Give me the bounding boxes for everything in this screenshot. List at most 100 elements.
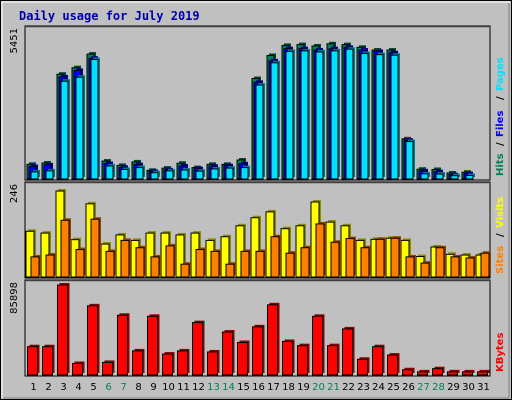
bar-pages-day-23 xyxy=(360,53,369,180)
x-tick-day-5: 5 xyxy=(90,382,96,393)
panels: 5451 Hits / Files / Pages 246 Sites / Visits 85898… xyxy=(9,25,506,377)
right-label-pages: Pages xyxy=(495,57,506,91)
bar-sites-day-10 xyxy=(165,245,175,278)
bar-pages-day-17 xyxy=(270,62,279,180)
x-tick-day-18: 18 xyxy=(282,382,295,393)
bar-pages-day-3 xyxy=(60,80,69,180)
right-label-separator: / xyxy=(495,142,506,146)
bar-kbytes-day-7 xyxy=(117,314,128,376)
bar-sites-day-14 xyxy=(225,263,235,278)
bar-kbytes-day-26 xyxy=(402,369,413,376)
bar-kbytes-day-19 xyxy=(297,345,308,376)
series-kbytes xyxy=(27,283,490,376)
x-tick-day-1: 1 xyxy=(30,382,36,393)
x-tick-day-11: 11 xyxy=(177,382,190,393)
bar-kbytes-day-29 xyxy=(447,371,458,376)
bar-kbytes-day-25 xyxy=(387,354,398,376)
bar-sites-day-9 xyxy=(150,256,160,278)
bar-sites-day-8 xyxy=(135,247,145,278)
bar-pages-day-22 xyxy=(345,48,354,180)
x-tick-day-9: 9 xyxy=(150,382,156,393)
bar-kbytes-day-4 xyxy=(72,362,83,376)
bar-pages-day-4 xyxy=(75,76,84,180)
bar-sites-day-19 xyxy=(300,247,310,278)
x-tick-day-4: 4 xyxy=(75,382,81,393)
bar-sites-day-28 xyxy=(435,247,445,278)
bar-pages-day-7 xyxy=(120,168,129,180)
x-tick-day-2: 2 xyxy=(45,382,51,393)
bar-sites-day-29 xyxy=(450,256,460,278)
bar-sites-day-27 xyxy=(420,262,430,278)
bar-sites-day-18 xyxy=(285,252,295,278)
x-tick-day-23: 23 xyxy=(357,382,370,393)
x-tick-day-3: 3 xyxy=(60,382,66,393)
bar-visits-day-1 xyxy=(25,230,35,278)
bar-kbytes-day-28 xyxy=(432,368,443,376)
x-tick-day-8: 8 xyxy=(135,382,141,393)
bar-pages-day-2 xyxy=(45,170,54,180)
series-sites xyxy=(30,217,491,278)
bar-pages-day-20 xyxy=(315,51,324,180)
y-max-label: 5451 xyxy=(9,28,20,53)
x-tick-day-25: 25 xyxy=(387,382,400,393)
bar-sites-day-11 xyxy=(180,263,190,278)
bar-pages-day-18 xyxy=(285,50,294,180)
bar-kbytes-day-11 xyxy=(177,350,188,376)
bar-kbytes-day-13 xyxy=(207,351,218,376)
bar-pages-day-21 xyxy=(330,50,339,180)
x-tick-day-12: 12 xyxy=(192,382,205,393)
bar-pages-day-10 xyxy=(165,170,174,180)
bar-sites-day-17 xyxy=(270,236,280,278)
x-tick-day-26: 26 xyxy=(402,382,415,393)
x-tick-day-17: 17 xyxy=(267,382,280,393)
bar-sites-day-24 xyxy=(375,238,385,278)
series-pages xyxy=(30,47,475,180)
bar-kbytes-day-5 xyxy=(87,305,98,376)
x-tick-day-13: 13 xyxy=(207,382,220,393)
bar-pages-day-19 xyxy=(300,50,309,180)
bar-sites-day-6 xyxy=(105,250,115,278)
bar-kbytes-day-2 xyxy=(42,346,53,376)
x-tick-day-29: 29 xyxy=(447,382,460,393)
x-tick-day-20: 20 xyxy=(312,382,325,393)
bar-pages-day-11 xyxy=(180,169,189,180)
bar-kbytes-day-23 xyxy=(357,358,368,376)
bar-pages-day-15 xyxy=(240,167,249,180)
bar-kbytes-day-1 xyxy=(27,346,38,376)
bar-kbytes-day-27 xyxy=(417,371,428,376)
bar-sites-day-26 xyxy=(405,256,415,278)
bar-kbytes-day-3 xyxy=(57,284,68,376)
bar-pages-day-12 xyxy=(195,170,204,180)
bar-pages-day-9 xyxy=(150,172,159,180)
bar-sites-day-12 xyxy=(195,249,205,278)
bar-kbytes-day-15 xyxy=(237,342,248,376)
bar-sites-day-15 xyxy=(240,250,250,278)
y-max-label: 246 xyxy=(9,184,20,203)
bar-sites-day-23 xyxy=(360,247,370,278)
bar-sites-day-16 xyxy=(255,250,265,278)
x-tick-day-14: 14 xyxy=(222,382,235,393)
bar-sites-day-21 xyxy=(330,241,340,278)
x-tick-day-15: 15 xyxy=(237,382,250,393)
bar-kbytes-day-17 xyxy=(267,304,278,376)
x-tick-day-6: 6 xyxy=(105,382,111,393)
right-label-separator: / xyxy=(495,96,506,100)
chart-title: Daily usage for July 2019 xyxy=(19,9,200,23)
x-tick-day-16: 16 xyxy=(252,382,265,393)
panel-hits-files-pages: 5451 Hits / Files / Pages xyxy=(9,25,506,181)
bar-pages-day-13 xyxy=(210,168,219,180)
x-tick-day-27: 27 xyxy=(417,382,430,393)
bar-sites-day-7 xyxy=(120,239,130,278)
bar-kbytes-day-9 xyxy=(147,315,158,376)
bar-sites-day-5 xyxy=(90,218,100,278)
bar-sites-day-20 xyxy=(315,223,325,278)
bar-kbytes-day-10 xyxy=(162,353,173,376)
right-label-kbytes: KBytes xyxy=(495,333,506,372)
right-label-sites: Sites xyxy=(495,246,506,274)
bar-sites-day-4 xyxy=(75,249,85,278)
x-tick-day-10: 10 xyxy=(162,382,175,393)
bar-kbytes-day-8 xyxy=(132,350,143,376)
bar-pages-day-26 xyxy=(405,141,414,180)
bar-sites-day-13 xyxy=(210,250,220,278)
